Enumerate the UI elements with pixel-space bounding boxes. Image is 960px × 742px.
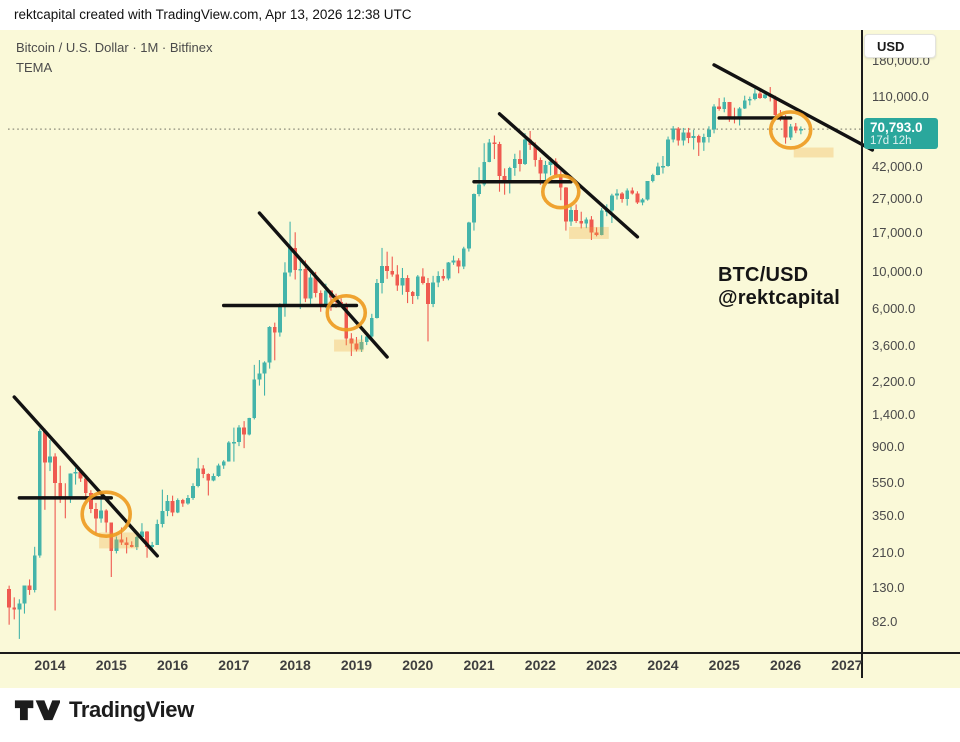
- current-price-badge: 70,793.0 17d 12h: [864, 118, 938, 150]
- tradingview-logo-icon: [14, 700, 60, 721]
- symbol-legend[interactable]: Bitcoin / U.S. Dollar · 1M · Bitfinex: [16, 40, 213, 55]
- tradingview-brand-text: TradingView: [69, 697, 194, 722]
- footer-bar: TradingView: [0, 688, 960, 742]
- year-tick-label: 2016: [157, 657, 189, 673]
- candle-close-countdown: 17d 12h: [870, 135, 912, 148]
- time-axis-line: [0, 652, 960, 654]
- price-tick-label: 42,000.0: [872, 159, 923, 175]
- year-tick-label: 2025: [708, 657, 740, 673]
- price-axis-line: [861, 30, 863, 678]
- year-tick-label: 2017: [218, 657, 250, 673]
- price-tick-label: 550.0: [872, 475, 905, 491]
- year-tick-label: 2015: [95, 657, 127, 673]
- year-tick-label: 2014: [34, 657, 66, 673]
- chart-background: [0, 30, 960, 688]
- currency-usd-button[interactable]: USD: [864, 34, 936, 58]
- year-tick-label: 2027: [831, 657, 863, 673]
- price-tick-label: 130.0: [872, 580, 905, 596]
- price-tick-label: 110,000.0: [872, 89, 929, 104]
- price-tick-label: 350.0: [872, 508, 905, 524]
- watermark: BTC/USD @rektcapital: [718, 264, 840, 310]
- year-tick-label: 2021: [463, 657, 495, 673]
- year-tick-label: 2023: [586, 657, 618, 673]
- attribution-text: rektcapital created with TradingView.com…: [14, 7, 412, 22]
- price-tick-label: 27,000.0: [872, 191, 923, 207]
- attribution-bar: rektcapital created with TradingView.com…: [0, 0, 960, 30]
- year-tick-label: 2026: [769, 657, 802, 673]
- price-tick-label: 10,000.0: [872, 263, 923, 279]
- price-tick-label: 1,400.0: [872, 407, 916, 423]
- year-tick-label: 2018: [279, 657, 311, 673]
- year-tick-label: 2024: [647, 657, 679, 673]
- price-tick-label: 900.0: [872, 439, 905, 455]
- price-tick-label: 2,200.0: [872, 374, 916, 390]
- watermark-pair: BTC/USD: [718, 264, 809, 286]
- price-tick-label: 82.0: [872, 613, 898, 629]
- watermark-handle: @rektcapital: [718, 287, 840, 309]
- price-tick-label: 3,600.0: [872, 338, 916, 354]
- price-tick-label: 6,000.0: [872, 301, 916, 317]
- price-tick-label: 210.0: [872, 545, 905, 561]
- year-tick-label: 2019: [340, 657, 373, 673]
- year-tick-label: 2022: [524, 657, 556, 673]
- tradingview-logo[interactable]: TradingView: [14, 697, 194, 723]
- year-tick-label: 2020: [402, 657, 434, 673]
- price-tick-label: 17,000.0: [872, 225, 923, 241]
- current-price-value: 70,793.0: [870, 120, 923, 136]
- indicator-legend-tema[interactable]: TEMA: [16, 60, 53, 75]
